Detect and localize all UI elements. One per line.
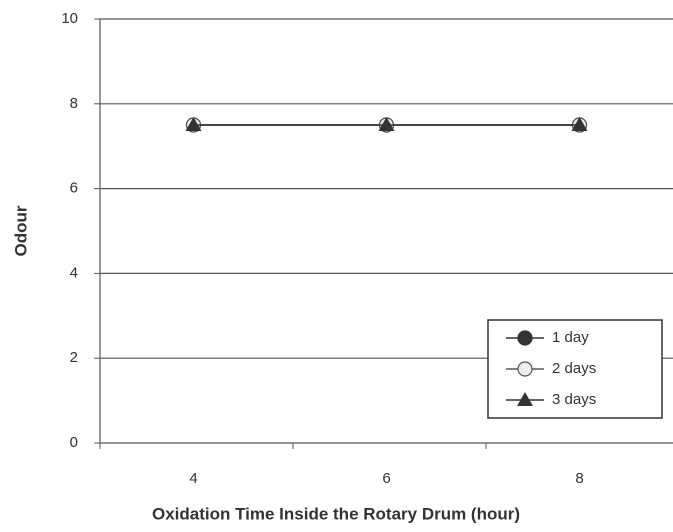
legend-label: 2 days [552, 360, 596, 377]
x-tick-label: 6 [382, 470, 390, 487]
marker [517, 361, 533, 377]
y-tick-label: 10 [61, 10, 78, 27]
legend-label: 1 day [552, 329, 589, 346]
marker [517, 392, 533, 406]
legend-label: 3 days [552, 391, 596, 408]
y-tick-label: 0 [70, 434, 78, 451]
marker [517, 330, 533, 346]
y-tick-label: 8 [70, 95, 78, 112]
marker [185, 117, 202, 131]
y-tick-label: 4 [70, 264, 78, 281]
marker [571, 117, 588, 131]
x-tick-label: 4 [189, 470, 197, 487]
x-tick-label: 8 [575, 470, 583, 487]
x-axis-label: Oxidation Time Inside the Rotary Drum (h… [152, 504, 520, 523]
y-tick-label: 2 [70, 349, 78, 366]
y-tick-label: 6 [70, 180, 78, 197]
y-axis-label: Odour [11, 205, 30, 256]
marker [378, 117, 395, 131]
